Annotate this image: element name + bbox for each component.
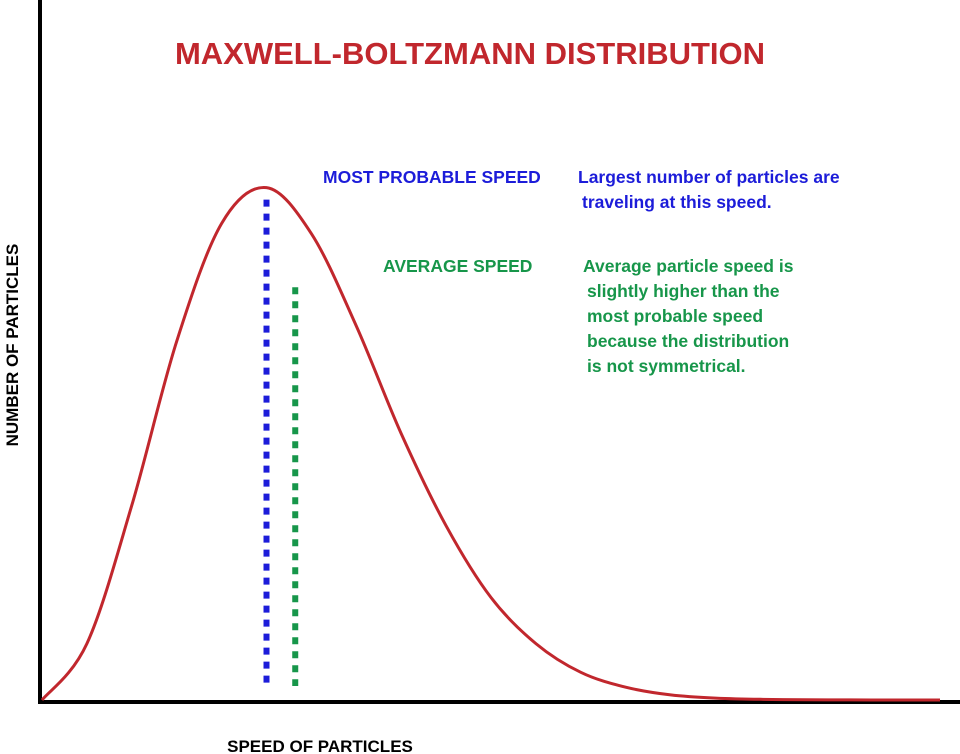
average-speed-note-line: slightly higher than the [587,281,780,301]
distribution-curve [40,186,940,702]
average-speed-note-line: because the distribution [587,331,789,351]
chart-title: MAXWELL-BOLTZMANN DISTRIBUTION [175,36,765,71]
most-probable-speed-note-line: Largest number of particles are [578,167,840,187]
average-speed-note-line: most probable speed [587,306,763,326]
x-axis-label: SPEED OF PARTICLES [227,737,413,754]
average-speed-label: AVERAGE SPEED [383,256,532,276]
y-axis-label: NUMBER OF PARTICLES [3,244,22,447]
most-probable-speed-note-line: traveling at this speed. [582,192,772,212]
average-speed-note-line: is not symmetrical. [587,356,746,376]
average-speed-note-line: Average particle speed is [583,256,794,276]
most-probable-speed-label: MOST PROBABLE SPEED [323,167,541,187]
